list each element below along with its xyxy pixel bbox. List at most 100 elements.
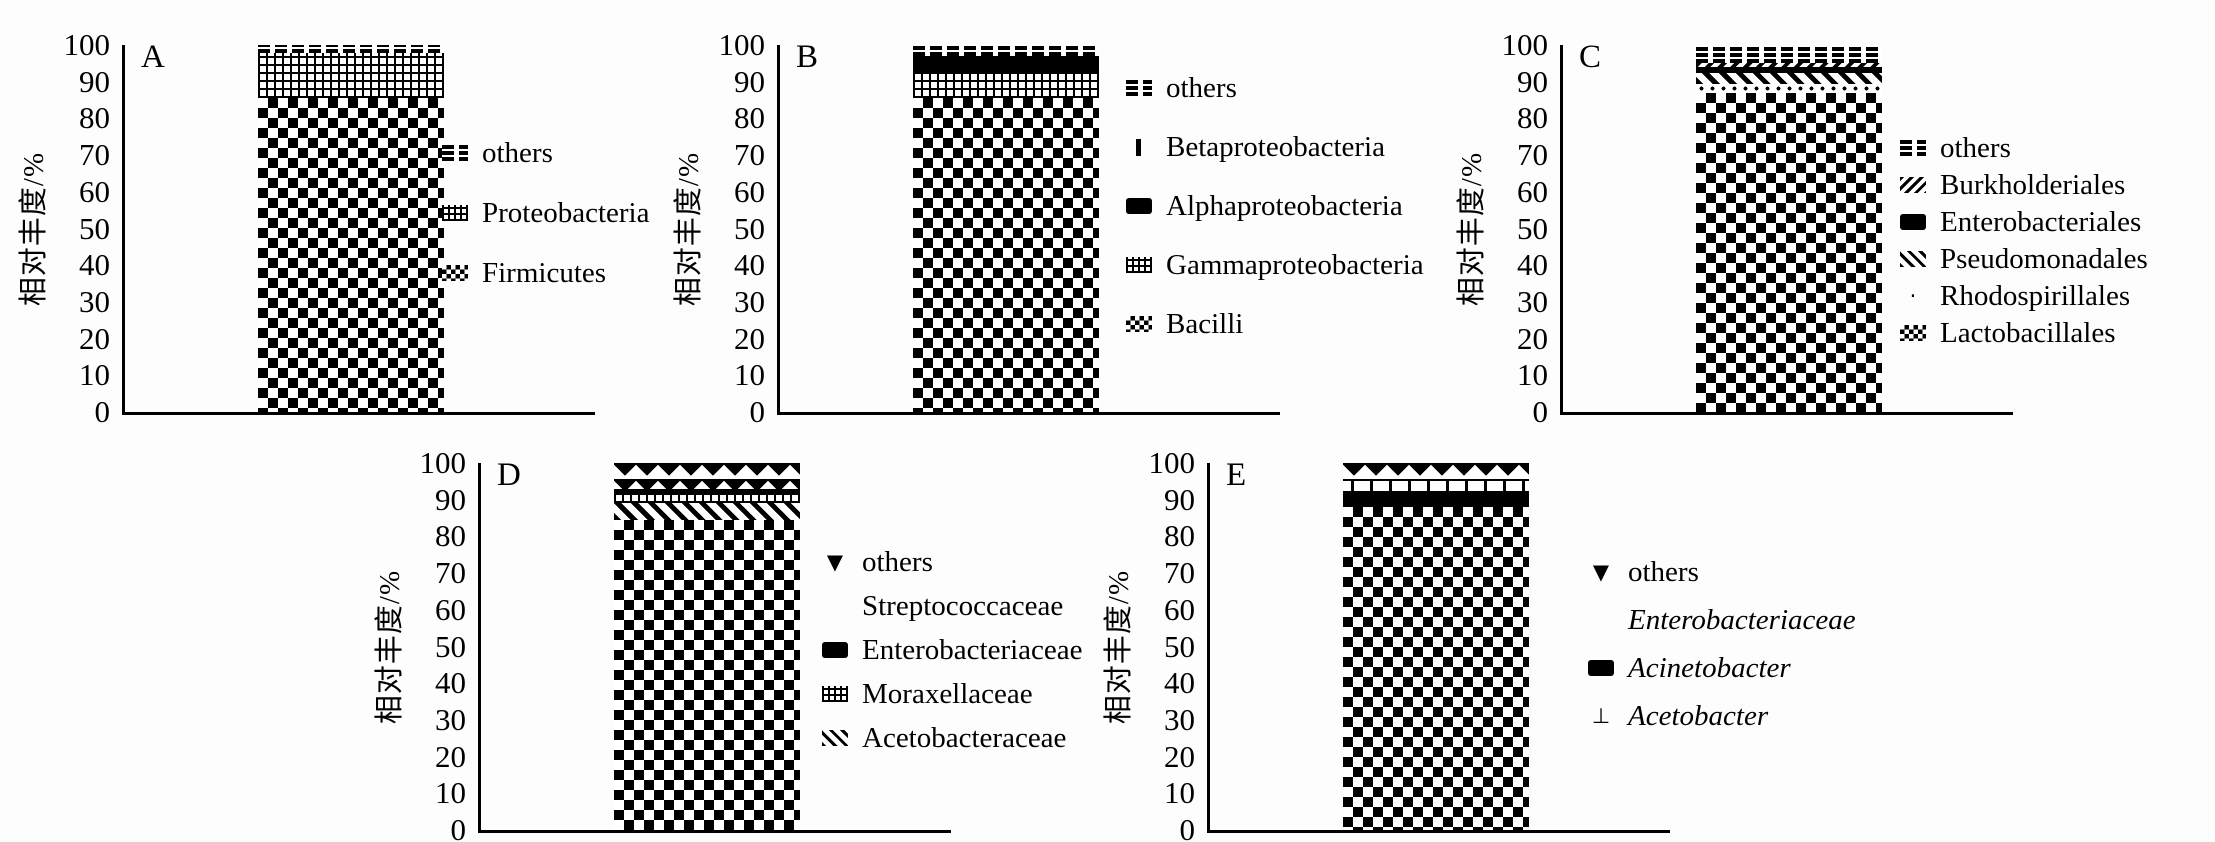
y-axis-A: 100 90 80 70 60 50 40 30 20 10 0 [46,29,118,427]
y-tick-label: 40 [435,665,466,701]
dashes-swatch-icon [1126,80,1152,96]
y-tick-label: 10 [734,357,765,393]
stacked-bar-B [913,45,1099,412]
legend-label: Bacilli [1166,307,1244,340]
y-tick-label: 40 [734,247,765,283]
bar-segment-enterobacteriales [1696,67,1882,73]
grid-swatch-icon [1126,257,1152,273]
glyph-marker-icon: ⊥ [1591,704,1611,728]
y-tick-label: 30 [435,701,466,737]
y-tick-label: 20 [435,738,466,774]
legend-label: Enterobacteriaceae [862,633,1083,666]
panel-letter-D: D [497,457,521,493]
bar-segment-lactobacillales [1696,92,1882,412]
y-tick-label: 100 [1501,27,1549,62]
glyph-marker-icon: ▼ [826,550,844,574]
bar-segment-others [258,45,444,54]
legend-label: Alphaproteobacteria [1166,189,1403,222]
legend-item: others [1126,71,1424,105]
y-tick-label: 30 [79,283,110,319]
legend-label: others [482,136,553,169]
y-tick-label: 30 [734,283,765,319]
checker-swatch-icon [442,265,468,281]
grid-swatch-icon [822,686,848,702]
legend-label: others [1628,555,1699,588]
y-tick-label: 20 [1517,320,1548,356]
legend-item: Acinetobacter [1588,651,1856,685]
legend-E: ▼ others Enterobacteriaceae Acinetobacter ⊥ A… [1588,555,1856,747]
y-tick-label: 80 [1164,518,1195,554]
legend-label: Acetobacter [1628,699,1769,732]
legend-item: Proteobacteria [442,196,649,230]
y-tick-label: 20 [1164,738,1195,774]
y-tick-label: 80 [1517,100,1548,136]
checker-swatch-icon [1126,316,1152,332]
bar-segment-acinetobacter [1343,494,1529,508]
legend-label: Enterobacteriaceae [1628,603,1856,636]
legend-label: Proteobacteria [482,196,650,229]
bar-segment-alphaproteobacteria [913,59,1099,73]
y-tick-label: 50 [79,210,110,246]
legend-item: ▼ others [1588,555,1856,589]
y-tick-label: 40 [1164,665,1195,701]
legend-item: Burkholderiales [1900,168,2148,202]
y-tick-label: 50 [734,210,765,246]
solid-swatch-icon [1126,198,1152,214]
bar-segment-burkholderiales [1696,63,1882,68]
legend-item: others [442,136,649,170]
legend-item: · Rhodospirillales [1900,279,2148,313]
blank-marker [1588,612,1614,628]
y-tick-label: 70 [1517,137,1548,173]
legend-item: Gammaproteobacteria [1126,248,1424,282]
y-tick-label: 60 [1164,591,1195,627]
dashes-swatch-icon [442,145,468,161]
y-tick-label: 100 [718,27,766,62]
y-tick-label: 60 [79,173,110,209]
y-tick-label: 90 [79,63,110,99]
y-tick-label: 70 [1164,555,1195,591]
legend-B: others Betaproteobacteria Alphaproteobacte… [1126,71,1424,366]
legend-item: Lactobacillales [1900,316,2148,350]
y-tick-label: 0 [749,394,766,429]
y-tick-label: 70 [734,137,765,173]
bar-segment-betaproteobacteria [913,56,1099,60]
y-tick-label: 60 [435,591,466,627]
bar-segment-rhodospirillales [1696,83,1882,93]
y-tick-label: 70 [79,137,110,173]
y-tick-label: 30 [1517,283,1548,319]
legend-label: Lactobacillales [1940,316,2116,349]
legend-A: others Proteobacteria Firmicutes [442,136,649,316]
y-tick-label: 0 [450,812,467,842]
y-tick-label: 80 [435,518,466,554]
panel-D: 相对丰度/% 100 90 80 70 60 50 40 30 20 10 0 D ▼ others S… [372,446,1083,842]
y-axis-E: 100 90 80 70 60 50 40 30 20 10 0 [1131,447,1203,842]
y-axis-B: 100 90 80 70 60 50 40 30 20 10 0 [701,29,773,427]
bar-segment-streptococcaceae [614,519,800,830]
y-tick-label: 80 [734,100,765,136]
checker-swatch-icon [1900,325,1926,341]
y-axis-D: 100 90 80 70 60 50 40 30 20 10 0 [402,447,474,842]
y-tick-label: 0 [1179,812,1196,842]
y-axis-C: 100 90 80 70 60 50 40 30 20 10 0 [1484,29,1556,427]
y-tick-label: 90 [1164,481,1195,517]
bar-segment-bacilli [913,98,1099,412]
legend-item: Enterobacteriaceae [1588,603,1856,637]
legend-label: Rhodospirillales [1940,279,2131,312]
legend-label: Firmicutes [482,256,607,289]
y-tick-label: 20 [734,320,765,356]
legend-item: Pseudomonadales [1900,242,2148,276]
vertical-bar-marker-icon [1136,138,1141,156]
stacked-bar-E [1343,463,1529,830]
legend-item: ⊥ Acetobacter [1588,699,1856,733]
bar-segment-proteobacteria [258,53,444,99]
y-tick-label: 80 [79,100,110,136]
panel-letter-E: E [1226,457,1247,493]
plot-area-B: B [777,39,1280,415]
solid-swatch-icon [1900,214,1926,230]
legend-label: Gammaproteobacteria [1166,248,1424,281]
dashes-swatch-icon [1900,140,1926,156]
y-tick-label: 60 [1517,173,1548,209]
glyph-marker-icon: ▼ [1592,560,1610,584]
y-tick-label: 10 [1164,775,1195,811]
